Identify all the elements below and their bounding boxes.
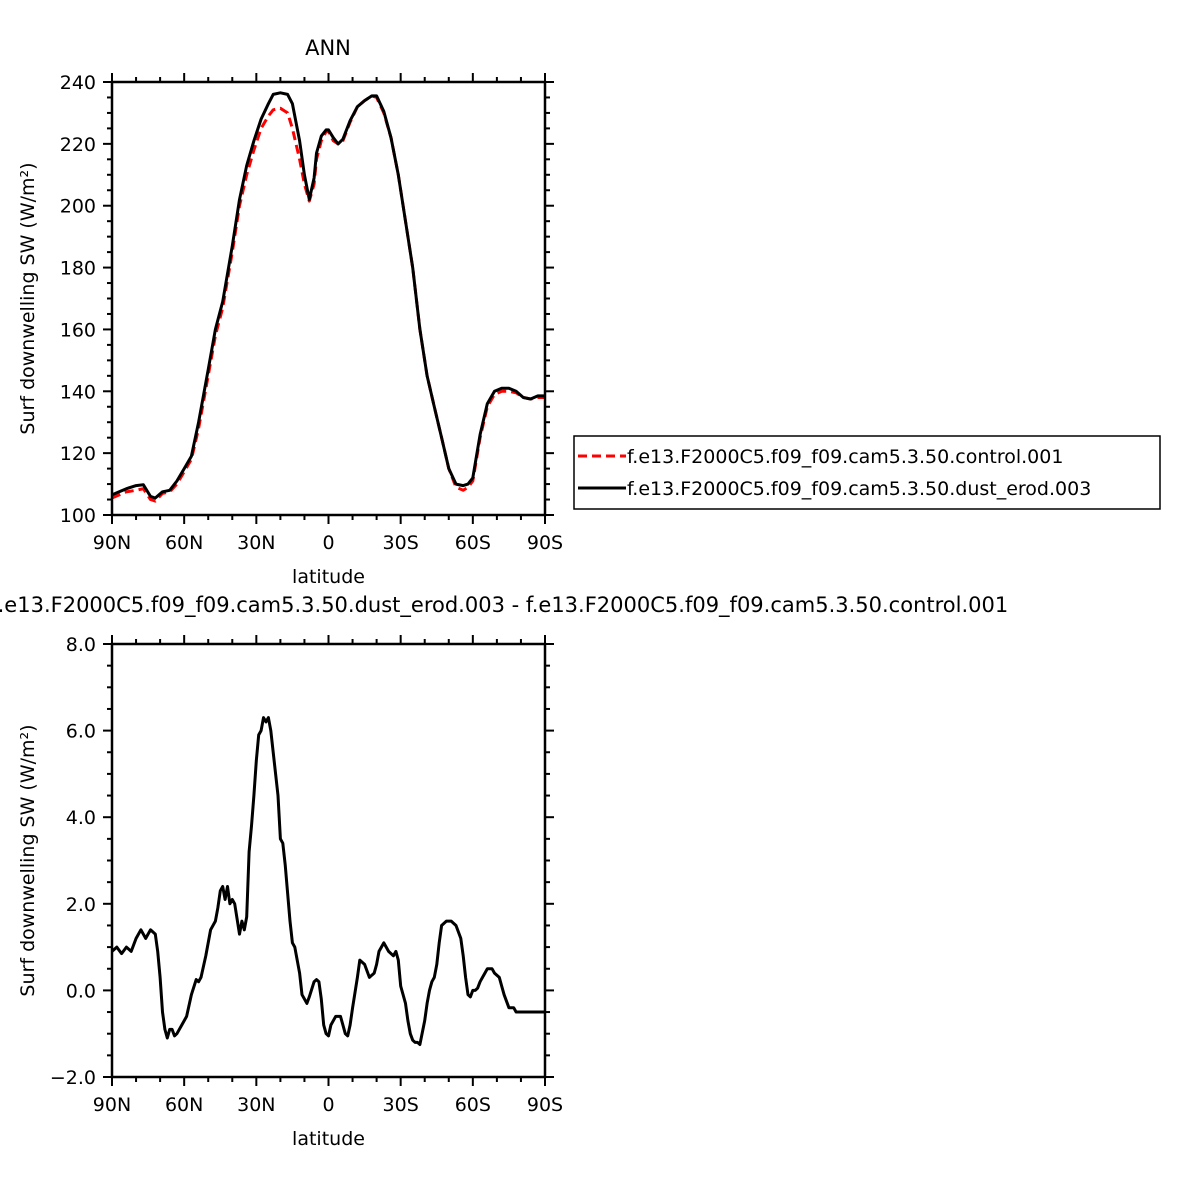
x-tick-label: 60N	[165, 1094, 203, 1116]
plot-frame	[110, 642, 547, 1079]
x-tick-label: 0	[322, 532, 334, 554]
x-tick-label: 90N	[93, 532, 131, 554]
x-tick-label: 60S	[455, 532, 491, 554]
y-tick-label: 200	[60, 196, 96, 218]
y-tick-label: 0.0	[66, 980, 96, 1002]
x-tick-label: 30N	[237, 532, 275, 554]
y-tick-label: 240	[60, 72, 96, 94]
series-line-0	[112, 94, 545, 503]
y-tick-label: 140	[60, 381, 96, 403]
panel-annual-mean: ANN 90N 60N 30N 0 30S 60S 90S 100 120 140 160 180 200…	[17, 36, 1161, 588]
x-tick-label: 0	[322, 1094, 334, 1116]
x-tick-label: 60N	[165, 532, 203, 554]
x-axis-label: latitude	[292, 1128, 365, 1150]
y-tick-label: 120	[60, 443, 96, 465]
x-tick-label: 90S	[527, 1094, 563, 1116]
chart-title: ANN	[305, 36, 351, 60]
y-tick-label: 8.0	[66, 634, 96, 656]
y-tick-label: −2.0	[50, 1067, 96, 1089]
plot-frame	[110, 80, 547, 517]
legend-label-1: f.e13.F2000C5.f09_f09.cam5.3.50.dust_ero…	[627, 478, 1091, 500]
panel-difference: f.e13.F2000C5.f09_f09.cam5.3.50.dust_ero…	[0, 593, 1008, 1150]
x-tick-label: 30N	[237, 1094, 275, 1116]
x-tick-label: 90N	[93, 1094, 131, 1116]
y-tick-label: 6.0	[66, 721, 96, 743]
y-tick-label: 180	[60, 258, 96, 280]
series-line-0	[112, 716, 545, 1046]
y-tick-label: 2.0	[66, 894, 96, 916]
y-tick-label: 100	[60, 505, 96, 527]
legend: f.e13.F2000C5.f09_f09.cam5.3.50.control.…	[573, 435, 1161, 510]
series-line-1	[112, 91, 545, 500]
x-tick-label: 90S	[527, 532, 563, 554]
y-axis-label: Surf downwelling SW (W/m²)	[17, 724, 39, 996]
y-tick-label: 4.0	[66, 807, 96, 829]
legend-box	[573, 435, 1161, 510]
y-tick-label: 160	[60, 319, 96, 341]
x-tick-label: 60S	[455, 1094, 491, 1116]
x-axis-label: latitude	[292, 566, 365, 588]
legend-label-0: f.e13.F2000C5.f09_f09.cam5.3.50.control.…	[627, 446, 1063, 468]
chart-title: f.e13.F2000C5.f09_f09.cam5.3.50.dust_ero…	[0, 593, 1008, 618]
x-tick-label: 30S	[383, 1094, 419, 1116]
x-tick-label: 30S	[383, 532, 419, 554]
y-axis-label: Surf downwelling SW (W/m²)	[17, 162, 39, 434]
y-tick-label: 220	[60, 134, 96, 156]
